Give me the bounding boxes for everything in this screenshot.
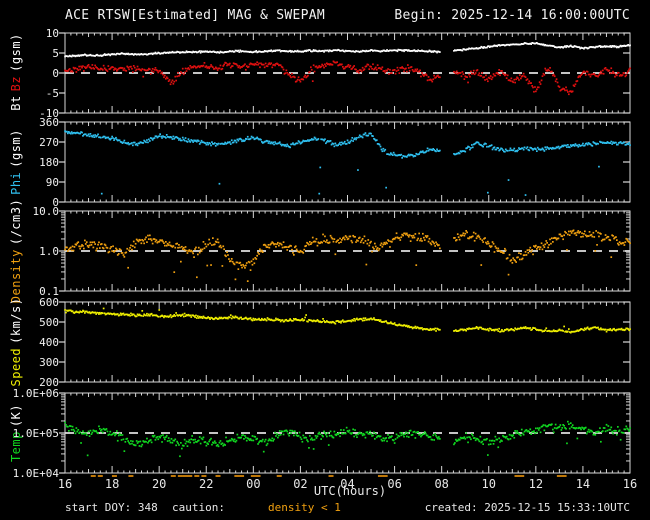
footer-caution-label: caution:: [172, 501, 225, 514]
svg-text:180: 180: [39, 156, 59, 169]
svg-text:14: 14: [576, 477, 590, 491]
svg-text:400: 400: [39, 336, 59, 349]
footer-start-doy: start DOY: 348: [65, 501, 158, 514]
svg-text:200: 200: [39, 376, 59, 389]
svg-text:360: 360: [39, 116, 59, 129]
svg-text:02: 02: [293, 477, 307, 491]
begin-timestamp: Begin: 2025-12-14 16:00:00UTC: [394, 8, 630, 23]
svg-text:00: 00: [246, 477, 260, 491]
svg-text:1.0E+05: 1.0E+05: [13, 427, 59, 440]
svg-text:18: 18: [105, 477, 119, 491]
svg-text:500: 500: [39, 316, 59, 329]
svg-text:5: 5: [52, 47, 59, 60]
svg-text:-5: -5: [46, 87, 59, 100]
svg-text:04: 04: [340, 477, 354, 491]
svg-text:-10: -10: [39, 107, 59, 120]
svg-text:0.1: 0.1: [39, 285, 59, 298]
svg-text:270: 270: [39, 136, 59, 149]
svg-text:06: 06: [387, 477, 401, 491]
svg-text:600: 600: [39, 296, 59, 309]
svg-text:22: 22: [199, 477, 213, 491]
svg-text:1.0E+04: 1.0E+04: [13, 467, 60, 480]
svg-text:0: 0: [52, 67, 59, 80]
svg-text:10: 10: [46, 27, 59, 40]
svg-text:16: 16: [58, 477, 72, 491]
svg-text:20: 20: [152, 477, 166, 491]
svg-text:300: 300: [39, 356, 59, 369]
svg-text:1.0: 1.0: [39, 245, 59, 258]
svg-text:10.0: 10.0: [33, 205, 60, 218]
svg-text:10: 10: [482, 477, 496, 491]
svg-text:08: 08: [434, 477, 448, 491]
svg-text:12: 12: [529, 477, 543, 491]
svg-text:16: 16: [623, 477, 637, 491]
svg-text:1.0E+06: 1.0E+06: [13, 387, 59, 400]
x-axis-label: UTC(hours): [313, 484, 387, 498]
footer-caution-value: density < 1: [268, 501, 341, 514]
footer-created-timestamp: created: 2025-12-15 15:33:10UTC: [424, 501, 630, 514]
svg-text:0: 0: [52, 196, 59, 209]
svg-text:90: 90: [46, 176, 59, 189]
page-title: ACE RTSW[Estimated] MAG & SWEPAM: [65, 8, 326, 23]
